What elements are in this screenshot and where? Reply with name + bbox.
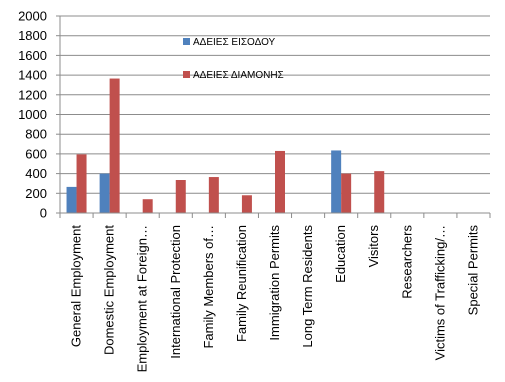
y-tick-label: 1400 — [18, 68, 47, 83]
y-tick-label: 1600 — [18, 48, 47, 63]
x-tick-label: International Protection — [168, 225, 183, 359]
bar — [175, 180, 186, 213]
x-tick-label: Special Permits — [465, 225, 480, 316]
bar — [374, 171, 385, 213]
bar — [142, 199, 153, 213]
x-tick-label: Education — [333, 225, 348, 283]
bar — [66, 186, 77, 213]
x-tick-label: Immigration Permits — [267, 225, 282, 341]
axes — [56, 15, 491, 218]
x-tick-label: Long Term Residents — [300, 225, 315, 348]
gridlines — [60, 15, 490, 194]
y-tick-label: 600 — [25, 146, 47, 161]
y-tick-label: 2000 — [18, 9, 47, 24]
bar — [76, 154, 87, 213]
bar-series — [66, 78, 385, 213]
x-tick-label: Researchers — [399, 225, 414, 299]
bar — [331, 150, 342, 213]
legend: ΑΔΕΙΕΣ ΕΙΣΟΔΟΥ ΑΔΕΙΕΣ ΔΙΑΜΟΝΗΣ — [183, 37, 284, 81]
x-tick-label: General Employment — [69, 225, 84, 347]
y-tick-label: 1200 — [18, 87, 47, 102]
bar — [208, 177, 219, 213]
x-tick-label: Visitors — [366, 225, 381, 268]
y-tick-label: 200 — [25, 186, 47, 201]
bar — [241, 195, 252, 213]
x-tick-label: Family Reunification — [234, 225, 249, 342]
legend-swatch — [183, 38, 190, 45]
bar — [109, 78, 120, 213]
y-tick-label: 800 — [25, 127, 47, 142]
x-tick-label: Victims of Trafficking/… — [432, 225, 447, 360]
x-axis-tick-labels: General Employment Domestic Employment Emp… — [69, 225, 481, 373]
x-tick-label: Family Members of… — [201, 225, 216, 349]
x-tick-label: Employment at Foreign… — [135, 225, 150, 372]
legend-swatch — [183, 71, 190, 78]
bar — [99, 173, 110, 213]
y-tick-label: 1800 — [18, 28, 47, 43]
legend-label: ΑΔΕΙΕΣ ΕΙΣΟΔΟΥ — [193, 37, 276, 48]
y-tick-label: 0 — [40, 206, 47, 221]
y-tick-label: 400 — [25, 166, 47, 181]
y-tick-label: 1000 — [18, 107, 47, 122]
bar — [275, 150, 285, 213]
bar — [341, 173, 352, 213]
x-tick-label: Domestic Employment — [102, 225, 117, 355]
y-axis-tick-labels: 0 200 400 600 800 1000 1200 1400 1600 1800 2000 — [18, 9, 47, 221]
legend-label: ΑΔΕΙΕΣ ΔΙΑΜΟΝΗΣ — [193, 70, 284, 81]
